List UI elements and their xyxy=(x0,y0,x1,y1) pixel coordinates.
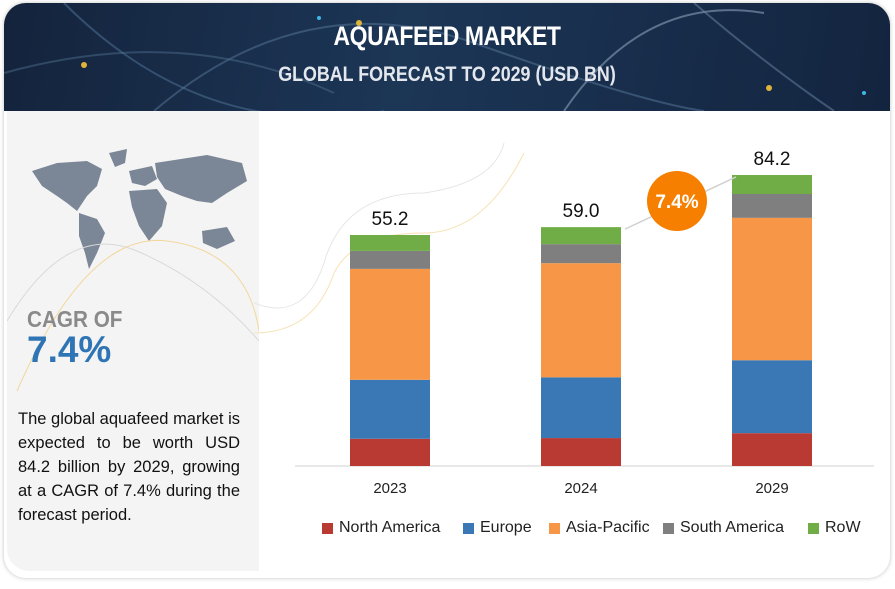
bar-segment-north-america-2029 xyxy=(732,433,812,466)
legend-label: North America xyxy=(339,519,441,536)
legend-label: Asia-Pacific xyxy=(566,519,650,536)
summary-panel: CAGR OF 7.4% The global aquafeed market … xyxy=(7,111,259,571)
world-map-icon xyxy=(32,149,247,269)
bar-segment-europe-2024 xyxy=(541,377,621,439)
chart-subtitle: GLOBAL FORECAST TO 2029 (USD BN) xyxy=(278,63,616,86)
stacked-bar-chart: 55.2 2023 59.0 2024 84.2 2029 7.4% xyxy=(253,142,874,497)
legend-swatch xyxy=(463,522,474,534)
legend-swatch xyxy=(663,522,674,534)
market-description: The global aquafeed market is expected t… xyxy=(18,410,240,524)
legend-label: RoW xyxy=(825,519,861,536)
bar-segment-europe-2029 xyxy=(732,360,812,434)
x-tick-label: 2023 xyxy=(373,480,406,497)
legend-item: South America xyxy=(663,519,784,537)
bar-total-label: 55.2 xyxy=(372,209,409,230)
header-banner: AQUAFEED MARKET GLOBAL FORECAST TO 2029 … xyxy=(4,3,890,111)
bar-total-label: 59.0 xyxy=(563,201,600,222)
bar-segment-row-2029 xyxy=(732,174,812,194)
cagr-value: 7.4% xyxy=(27,329,112,370)
legend-item: Asia-Pacific xyxy=(549,519,650,537)
legend-item: Europe xyxy=(463,519,532,537)
bar-segment-europe-2023 xyxy=(350,379,430,439)
cagr-label: CAGR OF xyxy=(27,306,123,332)
legend-swatch xyxy=(322,522,333,534)
bar-segment-asia-pacific-2029 xyxy=(732,217,812,361)
bar-segment-south-america-2023 xyxy=(350,250,430,269)
legend-swatch xyxy=(549,522,560,534)
header-background-decoration xyxy=(4,3,866,111)
legend-label: South America xyxy=(680,519,785,536)
bar-segment-north-america-2024 xyxy=(541,438,621,466)
x-tick-label: 2029 xyxy=(755,480,788,497)
legend-item: RoW xyxy=(808,519,861,537)
bar-segment-asia-pacific-2024 xyxy=(541,263,621,378)
chart-title: AQUAFEED MARKET xyxy=(333,21,561,51)
infographic: AQUAFEED MARKET GLOBAL FORECAST TO 2029 … xyxy=(4,3,890,578)
decorative-curves xyxy=(7,239,259,392)
bar-segment-row-2024 xyxy=(541,227,621,245)
x-tick-label: 2024 xyxy=(564,480,597,497)
legend-label: Europe xyxy=(480,519,532,536)
decorative-curve xyxy=(253,142,505,309)
legend-item: North America xyxy=(322,519,440,537)
bar-segment-asia-pacific-2023 xyxy=(350,268,430,380)
bar-total-label: 84.2 xyxy=(754,149,791,170)
cagr-badge-label: 7.4% xyxy=(655,192,698,213)
bar-segment-row-2023 xyxy=(350,234,430,251)
bar-segment-north-america-2023 xyxy=(350,438,430,466)
legend-swatch xyxy=(808,522,819,534)
bar-segment-south-america-2029 xyxy=(732,193,812,218)
bar-segment-south-america-2024 xyxy=(541,244,621,264)
cagr-badge xyxy=(647,171,707,231)
